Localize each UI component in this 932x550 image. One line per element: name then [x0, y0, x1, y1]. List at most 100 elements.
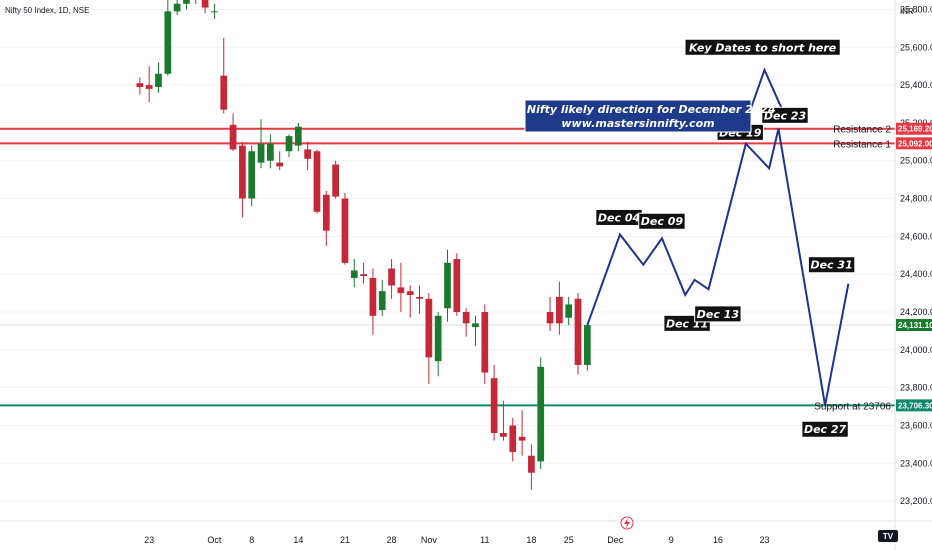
candle-body [453, 259, 461, 312]
candle-body [183, 0, 190, 4]
candle-body [164, 11, 172, 74]
level-tag-text: 25,169.20 [898, 125, 932, 134]
candle-body [462, 312, 470, 324]
candle-body [583, 325, 591, 365]
candle-body [425, 298, 433, 358]
candle-body [574, 298, 582, 365]
candle-body [509, 425, 517, 452]
callout-box [638, 212, 686, 230]
candle-body [490, 378, 498, 434]
level-label: Resistance 2 [833, 125, 891, 136]
level-tag [896, 122, 932, 135]
callout-label: Dec 31 [810, 259, 852, 272]
lightning-icon[interactable] [620, 516, 634, 530]
candle-body [500, 433, 507, 437]
candle-body [145, 85, 153, 89]
candle-body [276, 162, 284, 167]
level-tag-text: 25,092.00 [898, 139, 932, 148]
banner-line1: The Nifty likely direction for December … [500, 103, 775, 116]
y-tick-label: 24,400.00 [900, 269, 932, 279]
y-tick-label: 24,200.00 [900, 307, 932, 317]
y-tick-label: 23,200.00 [900, 496, 932, 506]
callout-label: Dec 13 [697, 308, 740, 321]
candle-body [537, 366, 545, 462]
candle-body [239, 145, 246, 199]
x-tick-label: 16 [713, 535, 723, 545]
projection-path [586, 67, 850, 406]
callout-box [694, 305, 742, 323]
candle-body [397, 287, 405, 294]
candle-body [472, 323, 479, 328]
tradingview-logo-icon: TV [878, 530, 898, 542]
candle-body [350, 270, 358, 278]
candle-body [313, 151, 321, 212]
candle-body [211, 11, 218, 13]
x-tick-label: 18 [526, 535, 536, 545]
y-tick-label: 23,400.00 [900, 458, 932, 468]
projection-line [586, 128, 850, 406]
candle-body [416, 296, 423, 299]
candle-body [444, 262, 451, 309]
x-tick-label: Oct [207, 535, 222, 545]
time-axis[interactable]: 23 Oct 8 14 21 28 Nov 11 18 25 Dec 9 16 23 [0, 520, 932, 545]
candle-body [369, 277, 377, 316]
y-tick-label: 25,000.00 [900, 156, 932, 166]
candle-body [294, 126, 302, 146]
level-tag [896, 399, 932, 412]
candle-body [378, 291, 386, 311]
candle-body [388, 268, 395, 286]
price-axis[interactable]: 23,200.00 23,400.00 23,600.00 23,800.00 24,0… [894, 0, 932, 550]
level-label: Support at 23706 [814, 401, 891, 412]
callout-box [807, 256, 856, 274]
y-tick-label: 25,400.00 [900, 80, 932, 90]
x-tick-label: Nov [421, 535, 438, 545]
x-tick-label: 14 [293, 535, 303, 545]
x-tick-label: 21 [340, 535, 350, 545]
tv-logo-text: TV [883, 532, 894, 541]
y-tick-label: 25,600.00 [900, 42, 932, 52]
candle-body [304, 149, 312, 159]
candle-body [220, 75, 228, 110]
candle-body [360, 274, 367, 277]
candle-body [528, 455, 535, 473]
x-tick-label: 25 [564, 535, 574, 545]
candle-body [257, 143, 265, 163]
callout-label: Dec 23 [764, 109, 807, 122]
y-tick-label: 23,800.00 [900, 383, 932, 393]
callout-box [801, 420, 849, 438]
candle-body [332, 164, 339, 197]
x-tick-label: Dec [607, 535, 624, 545]
candle-body [518, 436, 526, 441]
candle-body [322, 194, 330, 231]
callout-label: Dec 09 [641, 215, 684, 228]
x-tick-label: 11 [480, 535, 489, 545]
candle-body [406, 291, 414, 295]
callout-box [684, 38, 841, 56]
banner-line2: www.mastersinnifty.com [561, 117, 714, 130]
x-tick-label: 9 [669, 535, 674, 545]
y-tick-label: 24,800.00 [900, 194, 932, 204]
y-tick-label: 23,600.00 [900, 420, 932, 430]
candle-body [556, 296, 563, 324]
level-tag [896, 137, 932, 150]
candle-body [248, 151, 256, 199]
callout-label: Key Dates to short here [689, 41, 837, 54]
y-tick-label: 24,000.00 [900, 345, 932, 355]
candle-body [267, 143, 274, 161]
chart-title: Nifty 50 Index, 1D, NSE [5, 6, 89, 15]
x-tick-label: 8 [249, 535, 254, 545]
callout-box [761, 106, 809, 124]
callout-label: Dec 27 [804, 423, 847, 436]
last-price-tag [896, 319, 932, 332]
candle-body [481, 312, 489, 373]
x-tick-label: 28 [387, 535, 397, 545]
candle-body [136, 83, 144, 87]
callout-label: Dec 04 [598, 211, 640, 224]
projection-peak-line [744, 67, 785, 124]
candle-body [565, 304, 573, 318]
title-banner: The Nifty likely direction for December … [500, 99, 776, 133]
level-tag-text: 23,706.30 [898, 401, 932, 410]
candle-body [434, 315, 442, 362]
